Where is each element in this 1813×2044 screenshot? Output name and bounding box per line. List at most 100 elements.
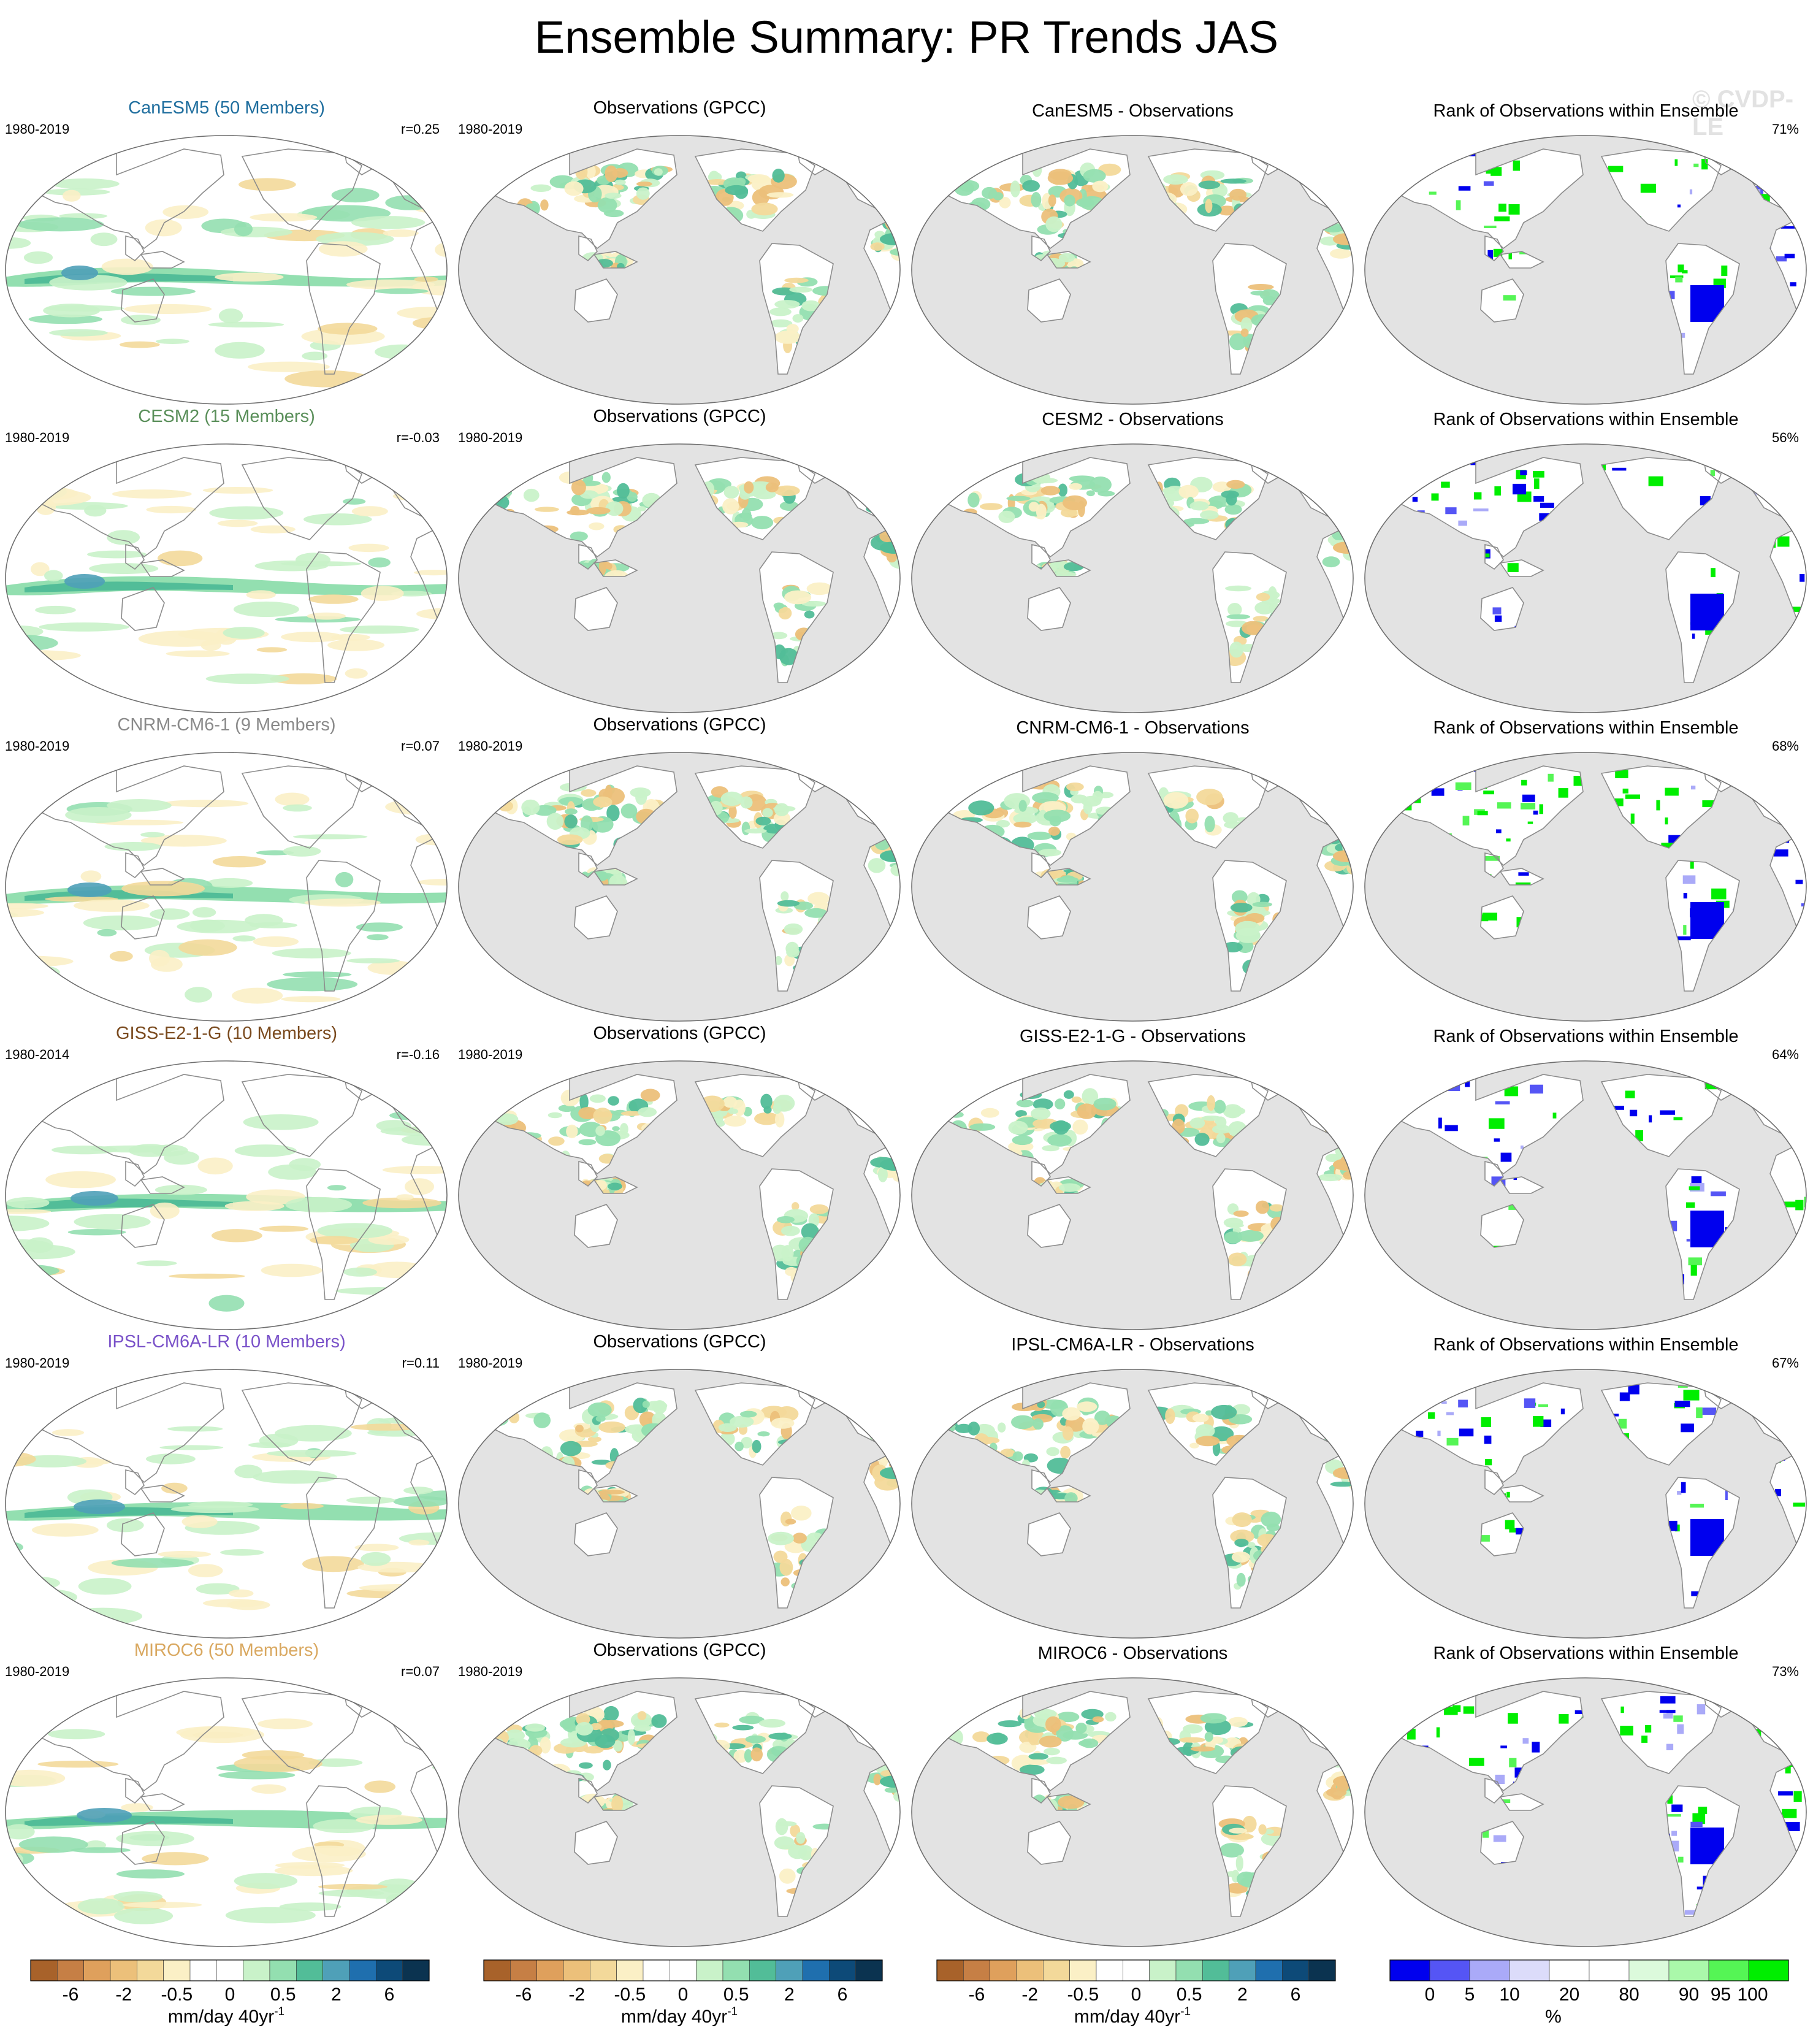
colorbar-swatch: [1509, 1959, 1550, 1981]
colorbar-tick-label: 0.5: [723, 1985, 749, 2005]
colorbar-swatch: [802, 1959, 830, 1981]
colorbar-swatch: [1708, 1959, 1749, 1981]
period-label: 1980-2019: [458, 1664, 523, 1679]
model-panel-title: IPSL-CM6A-LR (10 Members): [107, 1332, 346, 1352]
colorbar-tick-label: 20: [1559, 1985, 1579, 2005]
rank-percent-label: 67%: [1771, 1355, 1799, 1371]
colorbar-swatch: [510, 1959, 537, 1981]
diff-panel-title: CanESM5 - Observations: [1032, 101, 1234, 121]
colorbar-swatch: [483, 1959, 511, 1981]
period-label: 1980-2019: [458, 738, 523, 754]
colorbar-swatch: [1429, 1959, 1470, 1981]
colorbar-swatch: [1589, 1959, 1630, 1981]
model-map-r3: [5, 1060, 448, 1330]
colorbar-swatch: [1748, 1959, 1789, 1981]
model-panel-title: GISS-E2-1-G (10 Members): [116, 1024, 337, 1043]
model-panel-row-2: CNRM-CM6-1 (9 Members) 1980-2019 r=0.07: [0, 715, 453, 1024]
rank-panel-row-1: Rank of Observations within Ensemble 56%: [1359, 407, 1812, 715]
pattern-correlation-label: r=0.07: [401, 1664, 440, 1679]
colorbar-obs: -6 -2 -0.5 0 0.5 2 6 mm/day 40yr-1: [453, 1958, 906, 2041]
colorbar-swatch: [269, 1959, 297, 1981]
colorbar-swatch: [1549, 1959, 1590, 1981]
diff-map-r4: [911, 1369, 1354, 1639]
rank-percent-label: 73%: [1771, 1664, 1799, 1679]
rank-panel-title: Rank of Observations within Ensemble: [1433, 1644, 1739, 1663]
colorbar-diff: -6 -2 -0.5 0 0.5 2 6 mm/day 40yr-1: [906, 1958, 1359, 2041]
colorbar-swatch: [936, 1959, 964, 1981]
colorbar-swatch: [1668, 1959, 1709, 1981]
colorbar-swatch: [163, 1959, 191, 1981]
colorbar-swatch: [536, 1959, 564, 1981]
colorbar-swatch: [216, 1959, 243, 1981]
colorbar-swatch: [855, 1959, 883, 1981]
rank-percent-label: 68%: [1771, 738, 1799, 754]
rank-panel-row-0: Rank of Observations within Ensemble 71%: [1359, 98, 1812, 407]
period-label: 1980-2019: [5, 121, 70, 137]
colorbar-swatch: [375, 1959, 403, 1981]
colorbar-swatch: [1281, 1959, 1309, 1981]
diff-panel-row-4: IPSL-CM6A-LR - Observations: [906, 1332, 1359, 1640]
rank-panel-title: Rank of Observations within Ensemble: [1433, 410, 1739, 429]
obs-panel-title: Observations (GPCC): [593, 1640, 766, 1660]
obs-map-r0: [458, 135, 901, 405]
obs-map-r2: [458, 752, 901, 1022]
colorbar-svg: -6 -2 -0.5 0 0.5 2 6 mm/day 40yr-1: [936, 1959, 1336, 2027]
pattern-correlation-label: r=0.07: [401, 738, 440, 754]
colorbar-swatch: [990, 1959, 1017, 1981]
pattern-correlation-label: r=-0.16: [396, 1047, 440, 1062]
diff-panel-title: CNRM-CM6-1 - Observations: [1016, 718, 1250, 738]
obs-panel-title: Observations (GPCC): [593, 715, 766, 735]
period-label: 1980-2019: [5, 430, 70, 445]
colorbar-swatch: [590, 1959, 617, 1981]
diff-panel-title: MIROC6 - Observations: [1037, 1644, 1228, 1663]
period-label: 1980-2019: [458, 1047, 523, 1062]
rank-map-r2: [1364, 752, 1807, 1022]
colorbar-swatch: [83, 1959, 111, 1981]
colorbar-tick-label: -6: [969, 1985, 985, 2005]
colorbar-swatch: [1229, 1959, 1256, 1981]
obs-panel-title: Observations (GPCC): [593, 1024, 766, 1043]
colorbar-tick-label: 2: [1237, 1985, 1248, 2005]
model-panel-title: CanESM5 (50 Members): [128, 98, 325, 118]
colorbar-swatch: [1202, 1959, 1229, 1981]
rank-panel-title: Rank of Observations within Ensemble: [1433, 1027, 1739, 1046]
rank-map-r3: [1364, 1060, 1807, 1330]
colorbar-swatch: [189, 1959, 217, 1981]
colorbar-units-label: %: [1545, 2007, 1562, 2027]
colorbar-tick-label: 6: [838, 1985, 848, 2005]
period-label: 1980-2019: [458, 1355, 523, 1371]
colorbar-tick-label: 80: [1619, 1985, 1639, 2005]
obs-panel-row-4: Observations (GPCC) 1980-2019: [453, 1332, 906, 1640]
colorbar-swatch: [1469, 1959, 1510, 1981]
colorbar-tick-label: 0: [1131, 1985, 1142, 2005]
colorbar-tick-label: 0.5: [270, 1985, 296, 2005]
colorbar-swatch: [1628, 1959, 1670, 1981]
obs-panel-row-2: Observations (GPCC) 1980-2019: [453, 715, 906, 1024]
period-label: 1980-2014: [5, 1047, 70, 1062]
colorbar-swatch: [669, 1959, 697, 1981]
watermark: © CVDP-LE: [1692, 86, 1794, 140]
colorbar-swatch: [110, 1959, 137, 1981]
colorbar-tick-label: 100: [1737, 1985, 1768, 2005]
rank-panel-row-5: Rank of Observations within Ensemble 73%: [1359, 1640, 1812, 1949]
colorbar-swatch: [296, 1959, 323, 1981]
obs-panel-row-1: Observations (GPCC) 1980-2019: [453, 407, 906, 715]
colorbar-swatch: [323, 1959, 350, 1981]
period-label: 1980-2019: [458, 430, 523, 445]
period-label: 1980-2019: [5, 1664, 70, 1679]
colorbar-swatch: [696, 1959, 723, 1981]
colorbar-tick-label: 5: [1465, 1985, 1475, 2005]
model-panel-row-0: CanESM5 (50 Members) 1980-2019 r=0.25: [0, 98, 453, 407]
rank-panel-title: Rank of Observations within Ensemble: [1433, 1335, 1739, 1355]
diff-map-r1: [911, 443, 1354, 713]
colorbar-swatch: [563, 1959, 590, 1981]
colorbar-swatch: [722, 1959, 750, 1981]
rank-panel-row-2: Rank of Observations within Ensemble 68%: [1359, 715, 1812, 1024]
colorbar-model: -6 -2 -0.5 0 0.5 2 6 mm/day 40yr-1: [0, 1958, 453, 2041]
model-panel-row-4: IPSL-CM6A-LR (10 Members) 1980-2019 r=0.11: [0, 1332, 453, 1640]
model-panel-title: CNRM-CM6-1 (9 Members): [117, 715, 336, 735]
colorbar-swatch: [1255, 1959, 1283, 1981]
colorbar-swatch: [776, 1959, 803, 1981]
colorbar-tick-label: 0: [225, 1985, 235, 2005]
rank-percent-label: 71%: [1771, 121, 1799, 137]
